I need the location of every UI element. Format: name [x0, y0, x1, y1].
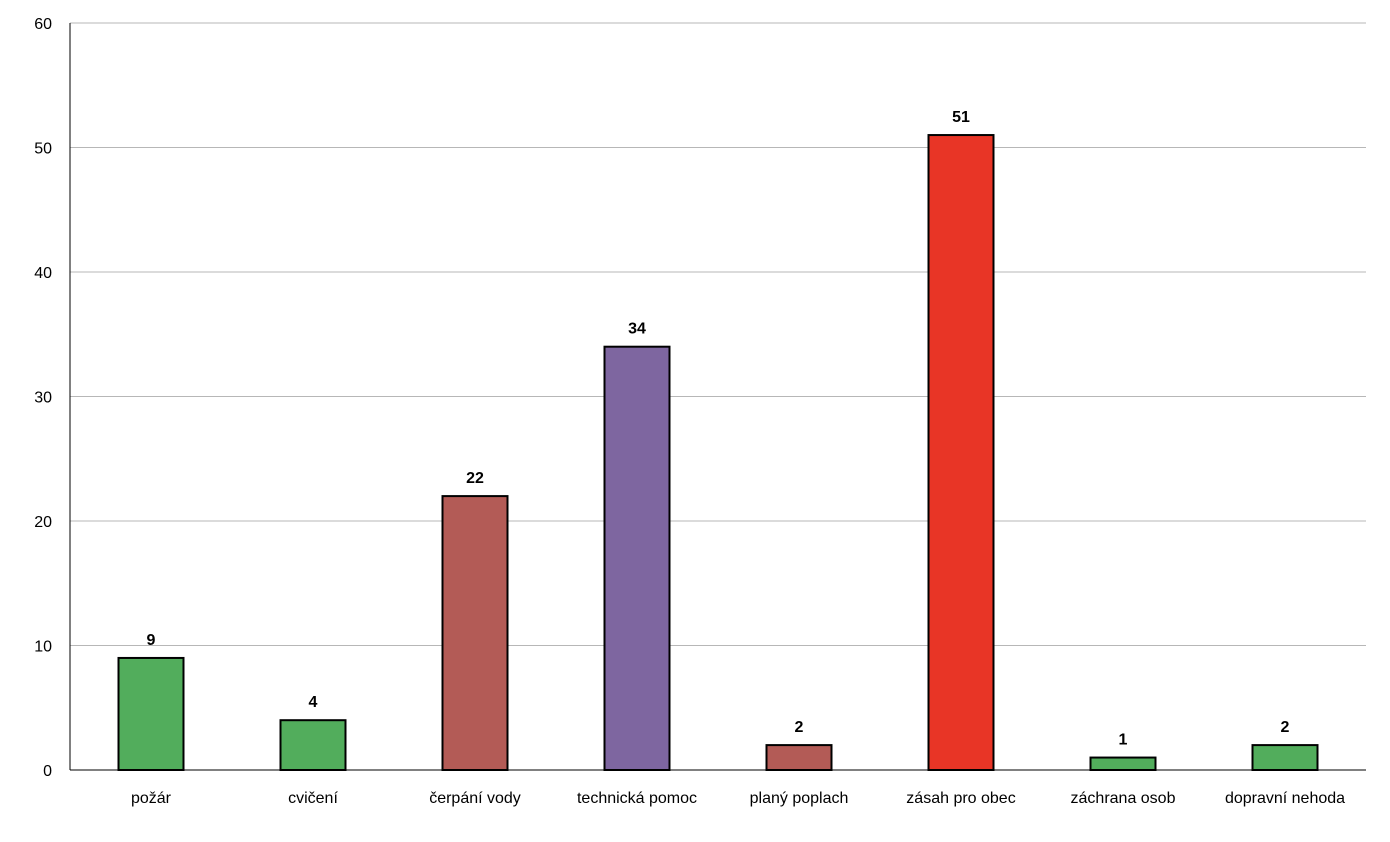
y-tick-label: 0 [43, 763, 52, 780]
x-category-label: dopravní nehoda [1225, 790, 1345, 807]
bar [1251, 744, 1319, 771]
bar [279, 719, 347, 772]
x-category-label: zásah pro obec [906, 790, 1015, 807]
bar [927, 134, 995, 772]
x-category-label: záchrana osob [1071, 790, 1176, 807]
bar [603, 345, 671, 771]
y-tick-label: 20 [34, 514, 52, 531]
data-labels: 9 4 22 34 2 51 1 2 [147, 109, 1290, 749]
y-tick-label: 30 [34, 390, 52, 407]
bar [441, 495, 509, 771]
data-label: 2 [1281, 719, 1290, 736]
y-tick-label: 60 [34, 16, 52, 33]
bar [765, 744, 833, 771]
x-category-label: cvičení [288, 790, 338, 807]
x-category-label: planý poplach [750, 790, 849, 807]
bar [1089, 756, 1157, 771]
data-label: 4 [309, 694, 318, 711]
data-label: 2 [795, 719, 804, 736]
x-category-label: čerpání vody [429, 790, 521, 807]
y-axis-ticks: 0 10 20 30 40 50 60 [34, 16, 52, 780]
x-category-label: požár [131, 790, 172, 807]
data-label: 51 [952, 109, 970, 126]
data-label: 22 [466, 470, 484, 487]
category-labels: požár cvičení čerpání vody technická pomoc p… [131, 790, 1345, 807]
data-label: 9 [147, 632, 156, 649]
data-label: 34 [628, 321, 646, 338]
x-category-label: technická pomoc [577, 790, 697, 807]
data-label: 1 [1119, 732, 1128, 749]
bar [117, 656, 185, 772]
y-tick-label: 40 [34, 265, 52, 282]
gridlines [70, 22, 1366, 646]
bars [117, 134, 1319, 772]
y-tick-label: 10 [34, 639, 52, 656]
y-tick-label: 50 [34, 141, 52, 158]
